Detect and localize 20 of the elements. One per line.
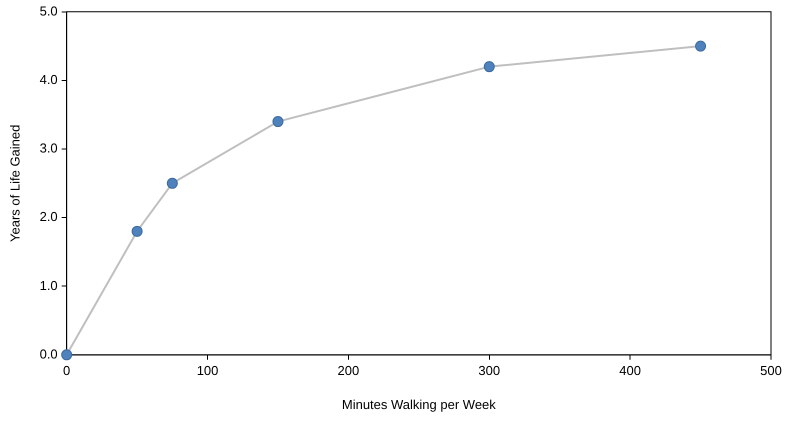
y-tick-label: 0.0 (40, 346, 58, 362)
point (166, 178, 178, 189)
point (272, 116, 284, 128)
point (61, 349, 72, 360)
x-tick-label: 200 (338, 363, 360, 378)
x-tick-label: 500 (760, 363, 782, 378)
point (484, 61, 495, 72)
y-tick-label: 3.0 (40, 140, 58, 156)
x-tick-label: 100 (196, 363, 218, 378)
x-tick-label: 400 (619, 363, 641, 378)
y-tick-label: 2.0 (40, 209, 58, 224)
x-tick-label: 0 (63, 363, 70, 378)
y-tick-label: 4.0 (40, 72, 58, 87)
y-tick-label: 5.0 (40, 3, 58, 18)
y-tick-label: 1.0 (40, 278, 58, 293)
point (695, 40, 706, 52)
point (132, 226, 143, 237)
y-axis-title: Years of Life Gained (7, 124, 22, 242)
x-tick-label: 300 (478, 363, 500, 378)
x-axis-title: Minutes Walking per Week (342, 396, 496, 412)
